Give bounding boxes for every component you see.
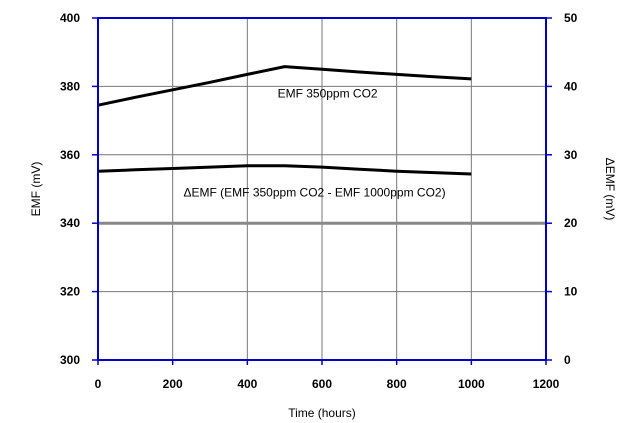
annotation-0: EMF 350ppm CO2 bbox=[278, 87, 378, 101]
x-axis-title: Time (hours) bbox=[288, 406, 356, 420]
y-right-tick-label: 30 bbox=[564, 148, 578, 162]
y-left-tick-label: 300 bbox=[60, 353, 80, 367]
y-right-tick-label: 40 bbox=[564, 79, 578, 93]
series-lines bbox=[97, 65, 472, 176]
x-tick-label: 0 bbox=[95, 377, 102, 391]
x-tick-label: 800 bbox=[387, 377, 407, 391]
y-left-tick-label: 400 bbox=[60, 11, 80, 25]
x-tick-label: 400 bbox=[237, 377, 257, 391]
y-right-tick-label: 10 bbox=[564, 285, 578, 299]
annotations: EMF 350ppm CO2 ΔEMF (EMF 350ppm CO2 - EMF… bbox=[183, 87, 445, 200]
series-line-0 bbox=[97, 65, 472, 107]
series-line-1 bbox=[97, 164, 472, 176]
y-right-tick-label: 20 bbox=[564, 216, 578, 230]
y-left-tick-label: 340 bbox=[60, 216, 80, 230]
annotation-1: ΔEMF (EMF 350ppm CO2 - EMF 1000ppm CO2) bbox=[183, 186, 445, 200]
x-tick-label: 200 bbox=[163, 377, 183, 391]
y-axis-left-title: EMF (mV) bbox=[29, 162, 43, 217]
y-left-tick-label: 360 bbox=[60, 148, 80, 162]
y-right-tick-label: 50 bbox=[564, 11, 578, 25]
plot-border bbox=[97, 17, 547, 361]
y-left-tick-label: 320 bbox=[60, 285, 80, 299]
tick-labels: 0 200 400 600 800 1000 1200 300 320 340 360 380 400 0… bbox=[60, 11, 578, 391]
y-axis-right-title: ΔEMF (mV) bbox=[603, 158, 617, 221]
x-tick-label: 1200 bbox=[533, 377, 560, 391]
y-left-tick-label: 380 bbox=[60, 79, 80, 93]
x-tick-label: 600 bbox=[312, 377, 332, 391]
x-tick-label: 1000 bbox=[458, 377, 485, 391]
y-right-tick-label: 0 bbox=[564, 353, 571, 367]
plot-frame bbox=[92, 17, 552, 365]
